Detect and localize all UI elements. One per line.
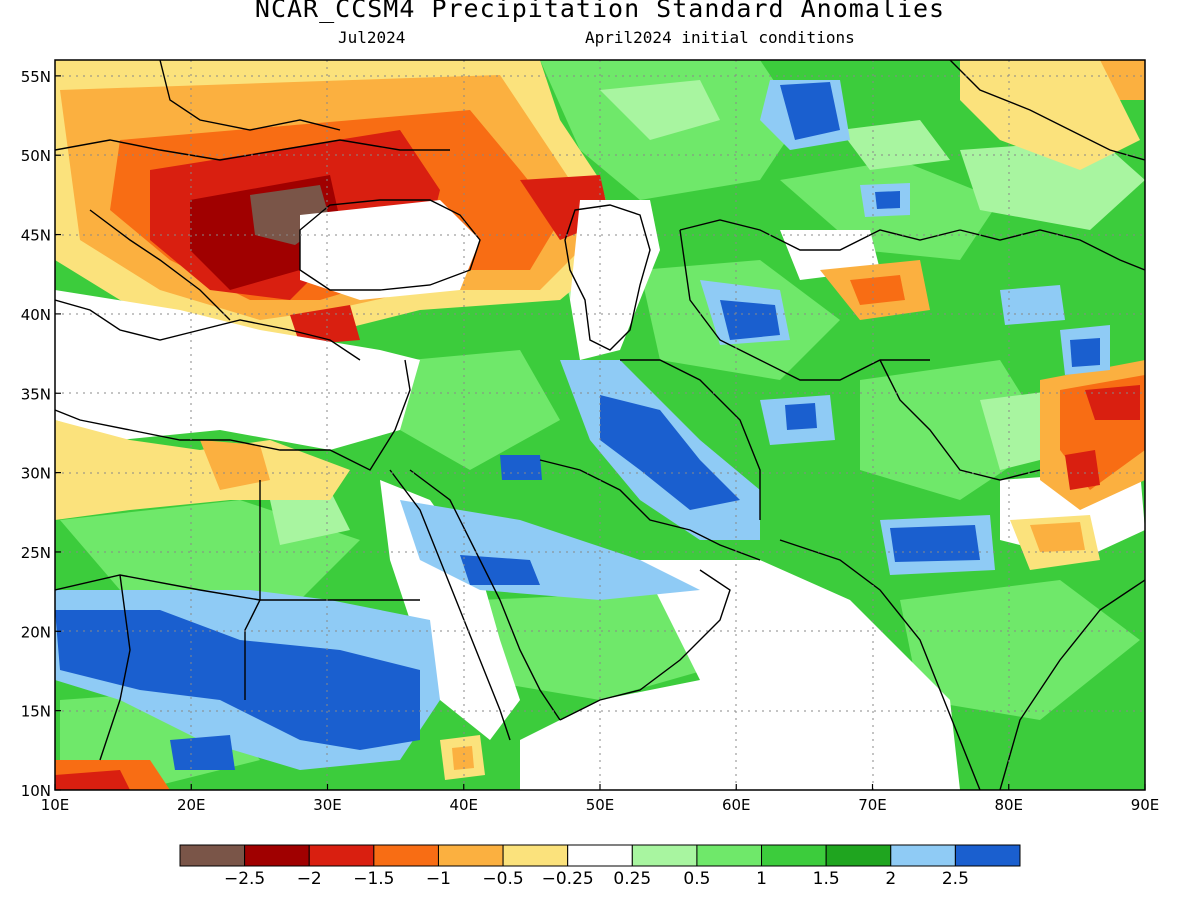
colorbar-labels: −2.5 −2 −1.5 −1 −0.5 −0.25 0.25 0.5 1 1.5 2 2.5	[224, 869, 969, 889]
colorbar-swatch	[761, 844, 827, 867]
lat-tick-label: 25N	[21, 544, 51, 562]
lon-tick-label: 10E	[41, 796, 70, 814]
lat-tick-label: 55N	[21, 68, 51, 86]
lon-tick-label: 20E	[177, 796, 206, 814]
colorbar-label: −1.5	[353, 869, 394, 889]
colorbar-label: −1	[426, 869, 451, 889]
colorbar-label: 1.5	[813, 869, 840, 889]
very-strong-wet-anomalies	[55, 82, 1100, 770]
colorbar-label: −2.5	[224, 869, 265, 889]
neutral-regions	[55, 200, 1145, 790]
colorbar-swatch	[308, 844, 375, 867]
colorbar-swatch	[373, 844, 439, 867]
colorbar-label: 0.5	[683, 869, 710, 889]
anomaly-field	[55, 60, 1145, 790]
colorbar-label: −0.25	[542, 869, 594, 889]
colorbar-swatch	[567, 844, 633, 867]
lat-tick-label: 50N	[21, 147, 51, 165]
colorbar-label: −2	[297, 869, 322, 889]
colorbar-swatch	[437, 844, 504, 867]
colorbar-label: 1	[756, 869, 767, 889]
lon-tick-label: 70E	[858, 796, 887, 814]
colorbar-swatch	[179, 844, 246, 867]
coastlines-and-borders	[55, 60, 1145, 790]
lon-tick-label: 40E	[449, 796, 478, 814]
lat-tick-label: 40N	[21, 306, 51, 324]
colorbar-swatch	[954, 844, 1021, 867]
chart-title: NCAR_CCSM4 Precipitation Standard Anomal…	[254, 0, 946, 23]
colorbar-swatch	[244, 844, 310, 867]
colorbar	[179, 844, 1021, 867]
lon-tick-label: 60E	[722, 796, 751, 814]
valid-month-label: Jul2024	[338, 28, 406, 47]
lon-tick-label: 90E	[1131, 796, 1160, 814]
lon-tick-label: 30E	[313, 796, 342, 814]
colorbar-swatch	[502, 844, 569, 867]
lat-tick-label: 20N	[21, 623, 51, 641]
latitude-tick-labels: 10N 15N 20N 25N 30N 35N 40N 45N 50N 55N	[21, 68, 51, 800]
colorbar-label: 2	[885, 869, 896, 889]
lat-tick-label: 15N	[21, 703, 51, 721]
colorbar-label: −0.5	[482, 869, 523, 889]
graticule	[55, 60, 1145, 790]
lon-tick-label: 50E	[586, 796, 615, 814]
colorbar-swatch	[696, 844, 763, 867]
longitude-tick-labels: 10E 20E 30E 40E 50E 60E 70E 80E 90E	[41, 796, 1160, 814]
lon-tick-label: 80E	[994, 796, 1023, 814]
lat-tick-label: 45N	[21, 227, 51, 245]
colorbar-swatch	[825, 844, 892, 867]
lat-tick-label: 10N	[21, 782, 51, 800]
colorbar-label: 2.5	[942, 869, 969, 889]
axis-ticks	[54, 75, 1146, 791]
lat-tick-label: 35N	[21, 385, 51, 403]
init-conditions-label: April2024 initial conditions	[585, 28, 855, 47]
colorbar-swatch	[631, 844, 698, 867]
colorbar-swatch	[890, 844, 956, 867]
lat-tick-label: 30N	[21, 465, 51, 483]
colorbar-label: 0.25	[613, 869, 651, 889]
